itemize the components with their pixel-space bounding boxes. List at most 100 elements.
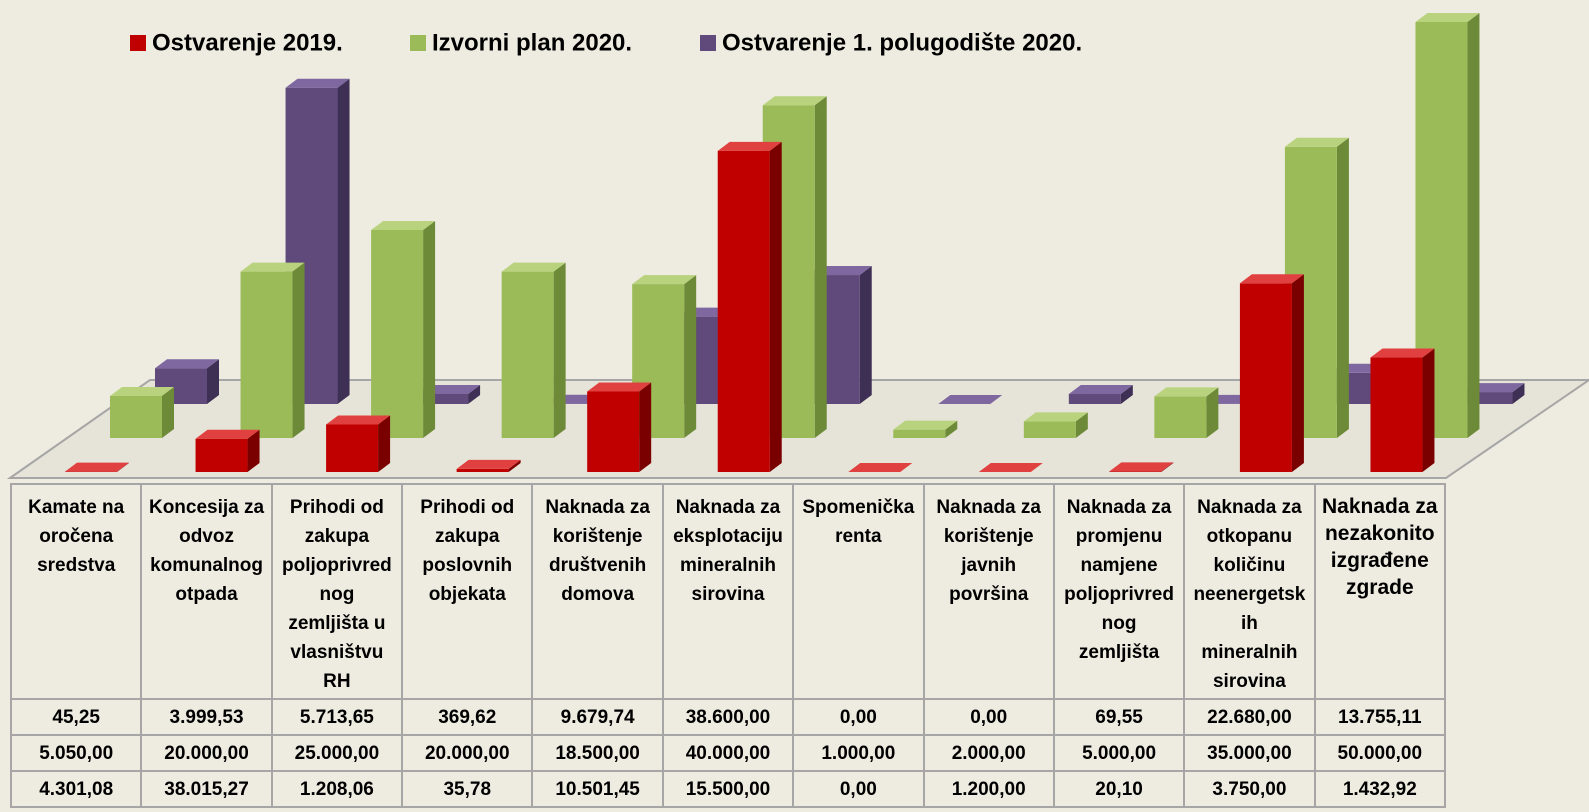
bar-front — [195, 438, 248, 472]
table-cell: 0,00 — [792, 770, 925, 808]
bar — [110, 386, 174, 438]
bar-side — [162, 386, 174, 438]
bar-front — [1370, 357, 1423, 472]
bar-top — [893, 420, 958, 430]
bar-front — [587, 391, 640, 472]
bar-side — [1512, 383, 1525, 404]
bar — [371, 221, 436, 438]
legend-label: Ostvarenje 1. polugodište 2020. — [722, 29, 1082, 56]
bar-top — [501, 262, 566, 272]
bar-side — [859, 266, 872, 404]
bar-side — [684, 275, 697, 438]
bar — [587, 382, 652, 472]
table-cell: 369,62 — [401, 698, 534, 736]
table-cell: 35.000,00 — [1183, 734, 1316, 772]
header-row: Kamate na oročena sredstva Koncesija za o… — [9, 483, 1447, 700]
bar-top — [938, 395, 1003, 404]
data-row: 45,25 3.999,53 5.713,65 369,62 9.679,74 38.60… — [9, 698, 1447, 736]
bar-top — [587, 382, 652, 392]
bar — [848, 463, 913, 472]
bar-side — [769, 141, 782, 472]
bar-side — [814, 96, 827, 438]
table-cell: 69,55 — [1052, 698, 1186, 736]
legend-swatch — [130, 35, 146, 51]
bar — [938, 395, 1003, 404]
table-cell: 50.000,00 — [1313, 734, 1447, 772]
table-cell: 2.000,00 — [922, 734, 1055, 772]
bar-side — [292, 262, 305, 438]
bar-side — [945, 420, 958, 438]
bar-side — [1336, 137, 1349, 439]
bar — [456, 459, 521, 472]
table-cell: 1.000,00 — [792, 734, 925, 772]
bar-side — [1161, 462, 1174, 472]
bar-front — [1068, 394, 1121, 404]
bar-top — [1370, 348, 1435, 358]
legend: Ostvarenje 2019. Izvorni plan 2020. Ostvar… — [130, 29, 1082, 56]
table-cell: 1.432,92 — [1313, 770, 1447, 808]
bar — [240, 262, 305, 438]
bar-front — [1109, 471, 1162, 472]
bar-side — [378, 415, 391, 472]
table-cell: 20.000,00 — [401, 734, 534, 772]
table-cell: 0,00 — [922, 698, 1055, 736]
legend-swatch — [410, 35, 426, 51]
table-cell: 15.500,00 — [661, 770, 795, 808]
bar-top — [1109, 462, 1174, 472]
bar-top — [65, 462, 129, 472]
table-cell: 25.000,00 — [270, 734, 404, 772]
table-cell: 10.501,45 — [531, 770, 664, 808]
bar — [1023, 412, 1088, 438]
table-cell: 38.600,00 — [661, 698, 795, 736]
data-table: Kamate na oročena sredstva Koncesija za o… — [9, 483, 1447, 808]
table-cell: 38.015,27 — [140, 770, 273, 808]
bar — [717, 141, 782, 472]
table-cell: Naknada za promjenu namjene poljoprivred… — [1052, 483, 1186, 700]
data-row: 4.301,08 38.015,27 1.208,06 35,78 10.501,45 1… — [9, 770, 1447, 808]
bar-side — [1120, 385, 1133, 404]
table-cell: 40.000,00 — [661, 734, 795, 772]
table-cell: 45,25 — [9, 698, 143, 736]
table-cell: 1.208,06 — [270, 770, 404, 808]
legend-label: Izvorni plan 2020. — [432, 29, 632, 56]
table-cell: Prihodi od zakupa poslovnih objekata — [401, 483, 534, 700]
bar-side — [553, 262, 566, 438]
bar-front — [326, 424, 379, 472]
bar-top — [848, 463, 913, 472]
bar — [1239, 274, 1304, 472]
bar-top — [371, 221, 436, 230]
bar-front — [893, 429, 946, 438]
table-cell: Koncesija za odvoz komunalnog otpada — [140, 483, 273, 700]
table-cell: 20,10 — [1052, 770, 1186, 808]
bar-side — [247, 429, 260, 472]
bar-top — [1068, 385, 1133, 395]
bar-side — [468, 384, 481, 404]
bar — [326, 415, 391, 472]
table-cell: Naknada za korištenje javnih površina — [922, 483, 1055, 700]
bar-side — [639, 382, 652, 472]
bar-front — [1460, 392, 1513, 404]
bar-front — [1154, 396, 1207, 438]
bar — [65, 462, 129, 472]
table-cell: 3.750,00 — [1183, 770, 1316, 808]
table-cell: Spomenička renta — [792, 483, 925, 700]
bar-side — [423, 221, 436, 438]
table-cell: 35,78 — [401, 770, 534, 808]
bar — [1154, 387, 1219, 438]
bar-top — [717, 141, 782, 151]
bar-side — [1467, 13, 1480, 438]
bar-top — [110, 386, 174, 396]
bars — [65, 13, 1525, 472]
bar — [1415, 13, 1480, 438]
bar-top — [326, 415, 391, 425]
table-cell: 3.999,53 — [140, 698, 273, 736]
table-cell: 5.000,00 — [1052, 734, 1186, 772]
table-cell: 20.000,00 — [140, 734, 273, 772]
bar — [195, 429, 260, 472]
bar-top — [1415, 13, 1480, 22]
bar-top — [978, 463, 1043, 472]
table-cell: Naknada za otkopanu količinu neenergetsk… — [1183, 483, 1316, 700]
legend-label: Ostvarenje 2019. — [152, 29, 343, 56]
bar-side — [1206, 387, 1219, 438]
